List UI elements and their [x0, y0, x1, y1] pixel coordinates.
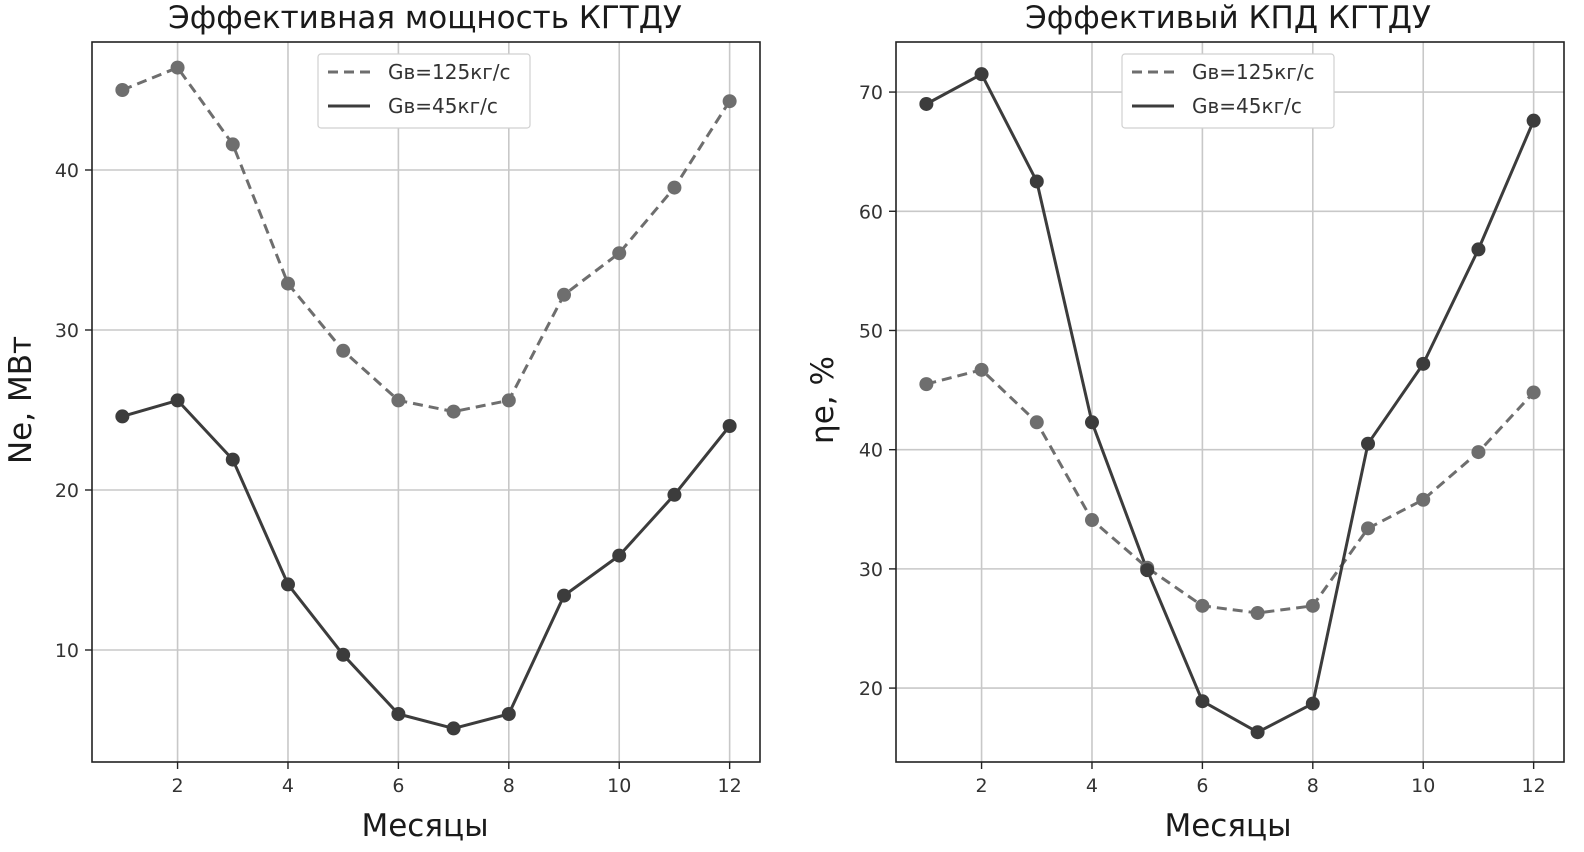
series-group	[115, 60, 737, 736]
data-point	[115, 83, 130, 97]
y-tick-label: 50	[859, 320, 883, 342]
data-point	[336, 343, 351, 358]
data-point	[1471, 445, 1486, 460]
x-tick-label: 8	[503, 775, 515, 797]
legend-entry-45: Gв=45кг/с	[388, 94, 498, 118]
data-point	[280, 577, 295, 592]
y-tick-label: 40	[55, 160, 79, 182]
x-tick-label: 12	[718, 775, 742, 797]
legend: Gв=125кг/с Gв=45кг/с	[1121, 53, 1335, 129]
x-tick-label: 6	[392, 775, 404, 797]
plot-frame	[91, 41, 761, 763]
data-point	[225, 452, 240, 467]
data-point	[1526, 385, 1541, 400]
data-point	[612, 246, 627, 261]
legend-box	[1121, 53, 1335, 129]
data-point	[667, 487, 682, 502]
ticks: 2 4 6 8 10 12 20 30 40 50 60 70	[859, 82, 1546, 797]
data-point	[1416, 356, 1431, 371]
y-tick-label: 40	[859, 440, 883, 462]
data-point	[1084, 513, 1099, 528]
y-tick-label: 20	[55, 480, 79, 502]
plot-frame	[895, 41, 1565, 763]
y-tick-label: 60	[859, 201, 883, 223]
x-tick-label: 2	[172, 775, 184, 797]
x-tick-label: 12	[1522, 775, 1546, 797]
data-point	[557, 588, 572, 603]
data-point	[446, 404, 461, 419]
chart-efficiency: Эффективый КПД КГТДУ 2 4 6 8 10 12 20 30 40 50 60 7…	[805, 0, 1565, 844]
data-point	[974, 362, 989, 377]
data-point	[1029, 174, 1044, 189]
legend-entry-125: Gв=125кг/с	[1192, 60, 1315, 84]
chart-power: Эффективная мощность КГТДУ 2 4 6 8 10 12 10 20 3…	[3, 0, 761, 844]
data-point	[1195, 598, 1210, 613]
data-point	[919, 96, 934, 111]
data-point	[557, 287, 572, 302]
x-tick-label: 6	[1196, 775, 1208, 797]
y-axis-label: ηе, %	[805, 356, 841, 444]
series-line	[925, 72, 1535, 734]
data-point	[1471, 242, 1486, 257]
series-line	[121, 398, 731, 730]
series-group	[919, 67, 1541, 740]
chart-title: Эффективый КПД КГТДУ	[1025, 0, 1431, 36]
data-point	[667, 180, 682, 195]
grid	[896, 42, 1564, 762]
data-point	[1250, 605, 1265, 620]
x-tick-label: 8	[1307, 775, 1319, 797]
y-tick-label: 30	[859, 559, 883, 581]
y-tick-label: 10	[55, 640, 79, 662]
x-axis-label: Месяцы	[361, 808, 488, 844]
data-point	[170, 60, 185, 75]
data-point	[1250, 725, 1265, 740]
data-point	[722, 94, 737, 109]
legend: Gв=125кг/с Gв=45кг/с	[317, 53, 531, 129]
legend-box	[317, 53, 531, 129]
data-point	[1140, 563, 1155, 578]
x-tick-label: 4	[282, 775, 294, 797]
y-axis-label: Ne, МВт	[3, 336, 39, 464]
data-point	[1305, 696, 1320, 711]
legend-entry-45: Gв=45кг/с	[1192, 94, 1302, 118]
data-point	[501, 707, 516, 721]
data-point	[391, 707, 406, 721]
x-tick-label: 2	[976, 775, 988, 797]
y-tick-label: 30	[55, 320, 79, 342]
data-point	[225, 137, 240, 152]
data-point	[336, 647, 351, 662]
x-tick-label: 10	[607, 775, 631, 797]
data-point	[170, 393, 185, 408]
data-point	[722, 419, 737, 433]
data-point	[1195, 694, 1210, 709]
ticks: 2 4 6 8 10 12 10 20 30 40	[55, 160, 742, 797]
data-point	[115, 409, 130, 424]
data-point	[919, 377, 934, 392]
data-point	[1029, 415, 1044, 430]
data-point	[1305, 598, 1320, 613]
data-point	[446, 721, 461, 736]
x-axis-label: Месяцы	[1164, 808, 1291, 844]
data-point	[612, 548, 627, 563]
grid	[92, 42, 760, 762]
x-tick-label: 4	[1086, 775, 1098, 797]
x-tick-label: 10	[1411, 775, 1435, 797]
data-point	[1084, 415, 1099, 430]
y-tick-label: 20	[859, 678, 883, 700]
data-point	[1416, 492, 1431, 507]
data-point	[1361, 521, 1376, 536]
data-point	[974, 67, 989, 82]
chart-title: Эффективная мощность КГТДУ	[168, 0, 682, 36]
series-line	[926, 368, 1535, 615]
data-point	[501, 393, 516, 408]
data-point	[280, 276, 295, 291]
data-point	[1361, 436, 1376, 451]
y-tick-label: 70	[859, 82, 883, 104]
legend-entry-125: Gв=125кг/с	[388, 60, 511, 84]
data-point	[391, 393, 406, 408]
data-point	[1526, 113, 1541, 128]
